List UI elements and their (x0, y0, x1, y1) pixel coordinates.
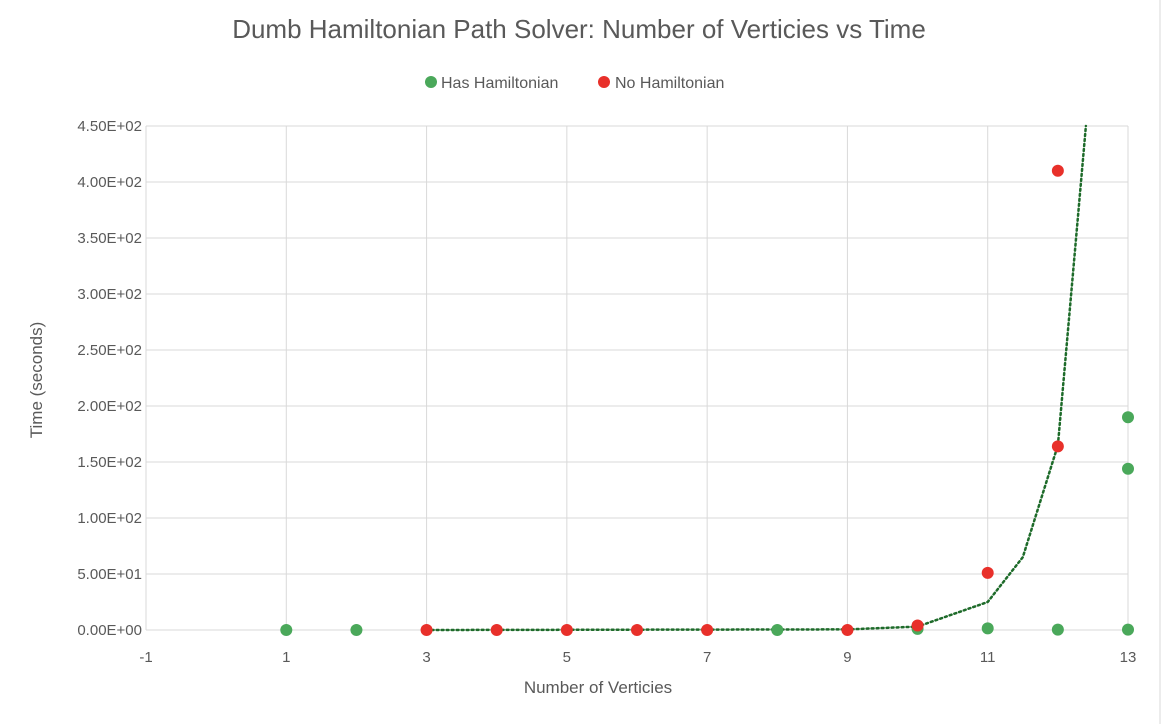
y-tick-label: 1.50E+02 (77, 454, 142, 471)
y-tick-label: 0.00E+00 (77, 622, 142, 639)
point-no-hamiltonian (981, 566, 994, 579)
point-no-hamiltonian (631, 624, 643, 636)
x-tick-label: -1 (139, 649, 152, 666)
point-has-hamiltonian (1122, 462, 1134, 475)
point-has-hamiltonian (981, 622, 994, 635)
point-has-hamiltonian (1051, 623, 1064, 636)
y-tick-label: 4.00E+02 (77, 174, 142, 191)
y-tick-label: 5.00E+01 (77, 566, 142, 583)
legend-label-no-hamiltonian: No Hamiltonian (615, 75, 724, 92)
tick-labels: 0.00E+00 5.00E+01 1.00E+02 1.50E+02 2.00E+02… (77, 118, 1136, 666)
x-tick-label: 9 (843, 649, 851, 666)
point-has-hamiltonian (350, 624, 363, 636)
point-no-hamiltonian (841, 624, 854, 636)
chart-title: Dumb Hamiltonian Path Solver: Number of … (232, 14, 926, 44)
y-tick-label: 1.00E+02 (77, 510, 142, 527)
point-no-hamiltonian (911, 619, 924, 632)
gridlines (145, 125, 1129, 631)
legend-marker-has-hamiltonian (425, 76, 437, 88)
point-no-hamiltonian (490, 624, 503, 636)
y-tick-label: 3.50E+02 (77, 230, 142, 247)
y-tick-label: 4.50E+02 (77, 118, 142, 135)
x-tick-label: 3 (422, 649, 430, 666)
y-axis-title: Time (seconds) (27, 322, 46, 439)
x-tick-label: 11 (980, 649, 996, 666)
point-no-hamiltonian (1051, 164, 1064, 177)
legend-label-has-hamiltonian: Has Hamiltonian (441, 75, 558, 92)
y-tick-label: 3.00E+02 (77, 286, 142, 303)
x-tick-label: 7 (703, 649, 711, 666)
point-no-hamiltonian (560, 624, 573, 636)
x-tick-label: 5 (563, 649, 571, 666)
point-no-hamiltonian (1051, 440, 1064, 453)
y-tick-label: 2.50E+02 (77, 342, 142, 359)
x-axis-title: Number of Verticies (524, 678, 672, 697)
x-tick-label: 1 (282, 649, 290, 666)
legend: Has Hamiltonian No Hamiltonian (425, 75, 724, 92)
point-has-hamiltonian (1122, 411, 1134, 424)
trendline-layer (425, 124, 1088, 632)
point-has-hamiltonian (771, 624, 784, 636)
point-has-hamiltonian (1122, 623, 1134, 636)
point-has-hamiltonian (280, 624, 293, 636)
legend-marker-no-hamiltonian (598, 76, 610, 88)
point-no-hamiltonian (420, 624, 433, 636)
y-tick-label: 2.00E+02 (77, 398, 142, 415)
point-no-hamiltonian (701, 624, 714, 636)
exponential-trendline (425, 124, 1088, 632)
x-tick-label: 13 (1120, 649, 1137, 666)
data-points (280, 164, 1134, 636)
